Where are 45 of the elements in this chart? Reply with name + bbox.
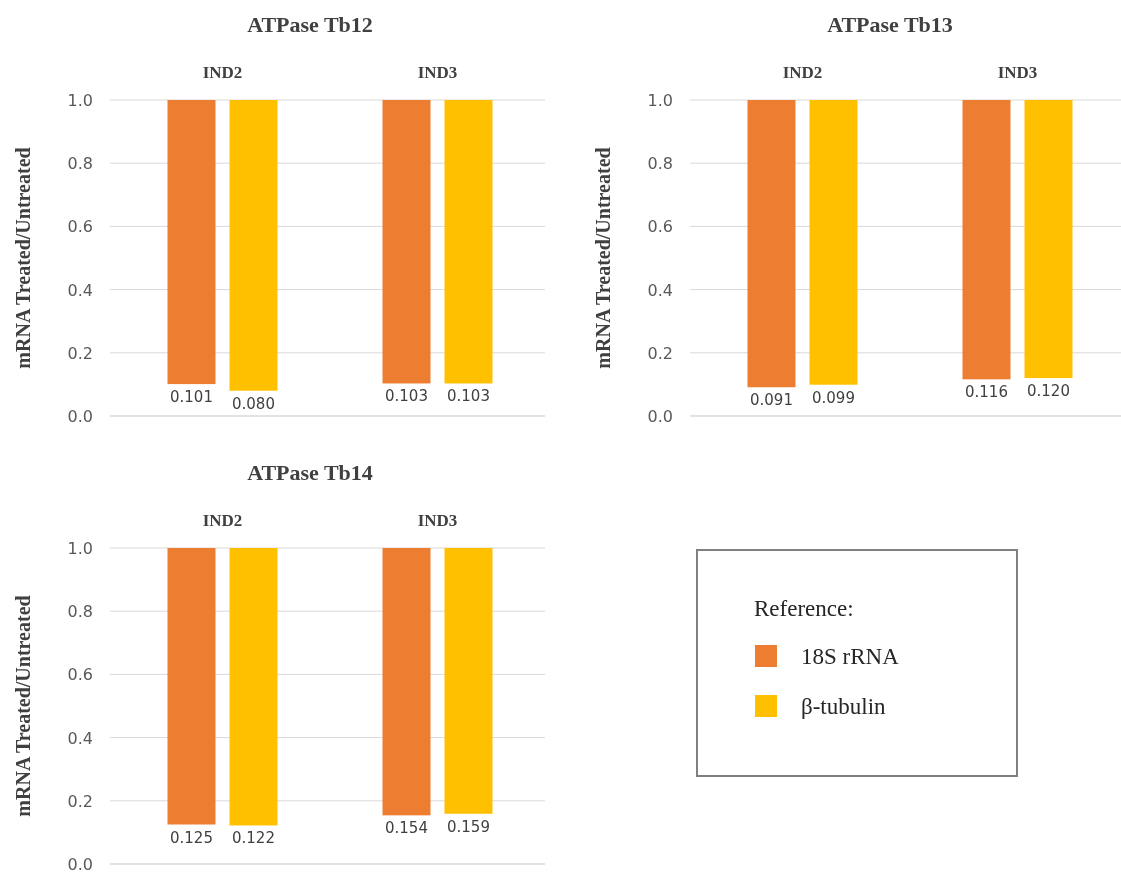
y-tick-label: 0.2 [647, 343, 673, 363]
y-tick-label: 0.8 [67, 602, 93, 622]
y-tick-label: 1.0 [647, 91, 673, 110]
x-tick-label: IND2 [202, 511, 243, 530]
annotation: 0.159 [447, 817, 490, 836]
annotation: 0.080 [232, 394, 275, 413]
annotation: 0.101 [170, 388, 213, 407]
y-tick-label: 0.6 [647, 217, 673, 237]
y-tick-label: 0.4 [67, 280, 93, 300]
y-tick-label: 0.4 [647, 280, 673, 300]
y-axis-title: mRNA Treated/Untreated [12, 595, 34, 817]
annotation: 0.125 [170, 828, 213, 847]
annotation: 0.099 [812, 388, 855, 407]
y-tick-label: 0.2 [67, 791, 93, 811]
annotation: 0.103 [385, 387, 428, 406]
legend-label: 18S rRNA [801, 644, 900, 669]
legend-label: β-tubulin [801, 694, 887, 719]
x-tick-label: IND3 [997, 63, 1038, 82]
annotation: 0.103 [447, 387, 490, 406]
y-tick-label: 0.6 [67, 217, 93, 237]
y-tick-label: 0.8 [67, 154, 93, 174]
x-tick-label: IND2 [202, 63, 243, 82]
x-tick-label: IND3 [417, 63, 458, 82]
y-tick-label: 0.4 [67, 728, 93, 748]
annotation: 0.091 [750, 391, 793, 410]
y-tick-label: 0.0 [67, 855, 93, 874]
y-tick-label: 1.0 [67, 539, 93, 558]
chart-title: ATPase Tb12 [247, 12, 373, 37]
annotation: 0.116 [965, 383, 1008, 402]
annotation: 0.154 [385, 819, 428, 838]
chart-title: ATPase Tb14 [247, 460, 373, 485]
y-axis-title: mRNA Treated/Untreated [12, 147, 34, 369]
y-tick-label: 0.8 [647, 154, 673, 174]
x-tick-label: IND3 [417, 511, 458, 530]
annotation: 0.120 [1027, 382, 1070, 401]
x-tick-label: IND2 [782, 63, 823, 82]
annotation: 0.122 [232, 829, 275, 848]
y-tick-label: 0.0 [67, 407, 93, 426]
y-tick-label: 1.0 [67, 91, 93, 110]
legend-title: Reference: [754, 596, 854, 621]
y-tick-label: 0.0 [647, 407, 673, 426]
y-tick-label: 0.6 [67, 665, 93, 685]
y-axis-title: mRNA Treated/Untreated [592, 147, 614, 369]
chart-title: ATPase Tb13 [827, 12, 953, 37]
y-tick-label: 0.2 [67, 343, 93, 363]
